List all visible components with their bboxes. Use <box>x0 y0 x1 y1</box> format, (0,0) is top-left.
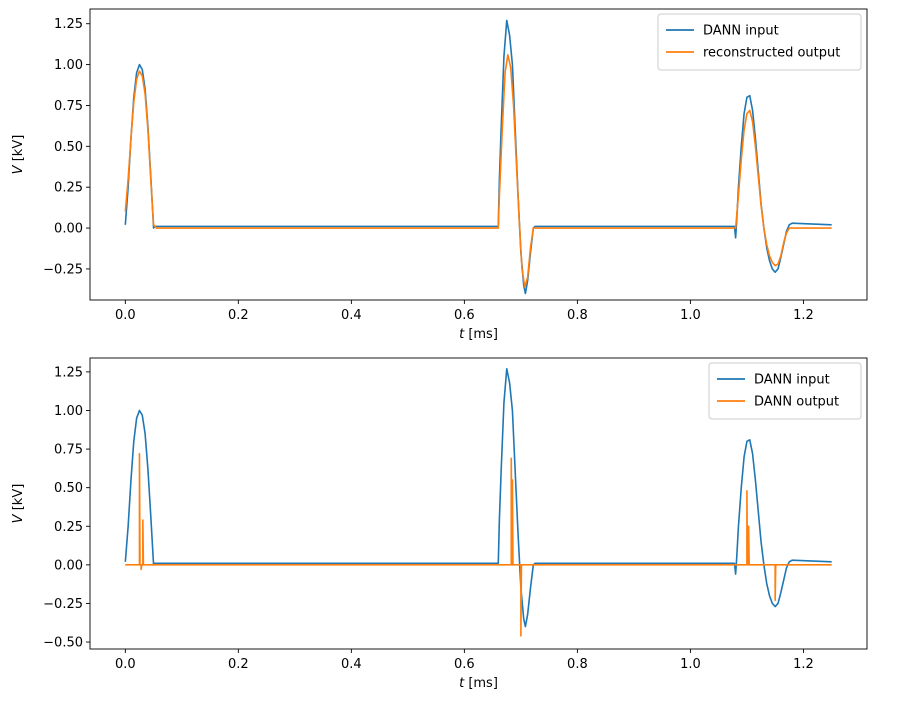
y-tick-label: 1.00 <box>54 58 83 73</box>
y-tick-label: −0.50 <box>43 636 83 651</box>
y-tick-label: 0.50 <box>54 481 83 496</box>
y-tick-label: 0.25 <box>54 520 83 535</box>
y-tick-label: 0.75 <box>54 99 83 114</box>
x-tick-label: 0.2 <box>228 308 249 323</box>
legend-label: reconstructed output <box>703 46 840 61</box>
x-tick-label: 0.8 <box>567 308 588 323</box>
series-line-dann-output <box>125 452 832 637</box>
legend-label: DANN output <box>754 395 839 410</box>
legend: DANN input reconstructed output <box>657 13 862 71</box>
x-tick-label: 0.4 <box>341 657 362 672</box>
x-tick-label: 1.0 <box>680 657 701 672</box>
y-axis-label: V [kV] <box>11 135 26 175</box>
y-tick-label: 1.25 <box>54 17 83 32</box>
x-tick-label: 0.4 <box>341 308 362 323</box>
y-tick-label: 0.25 <box>54 181 83 196</box>
y-tick-label: −0.25 <box>43 262 83 277</box>
y-tick-label: 1.25 <box>54 365 83 380</box>
y-tick-label: 0.50 <box>54 140 83 155</box>
x-tick-label: 1.2 <box>793 657 814 672</box>
y-tick-label: 0.00 <box>54 222 83 237</box>
y-tick-label: −0.25 <box>43 597 83 612</box>
legend-box <box>657 13 862 71</box>
x-tick-label: 0.0 <box>115 657 136 672</box>
x-tick-label: 0.6 <box>454 657 475 672</box>
legend-box <box>708 362 862 420</box>
y-tick-label: 0.75 <box>54 443 83 458</box>
x-tick-label: 0.2 <box>228 657 249 672</box>
x-tick-label: 1.0 <box>680 308 701 323</box>
y-tick-label: 1.00 <box>54 404 83 419</box>
x-tick-label: 0.6 <box>454 308 475 323</box>
y-axis-label: V [kV] <box>11 484 26 524</box>
series-line-dann-input <box>124 368 832 628</box>
chart-1: 0.0 0.2 0.4 0.6 0.8 1.0 1.2 −0.25 0.00 0.25 0.50 0.… <box>11 8 868 342</box>
legend-label: DANN input <box>703 24 779 39</box>
y-tick-label: 0.00 <box>54 558 83 573</box>
x-axis-label: t [ms] <box>459 676 498 691</box>
x-tick-label: 0.0 <box>115 308 136 323</box>
x-axis-label: t [ms] <box>459 327 498 342</box>
series-line-reconstructed-output <box>124 53 832 288</box>
x-tick-label: 1.2 <box>793 308 814 323</box>
axes-frame <box>89 8 868 301</box>
chart-2: 0.0 0.2 0.4 0.6 0.8 1.0 1.2 −0.50 −0.25 0.00 0.25 0… <box>11 357 868 691</box>
x-tick-label: 0.8 <box>567 657 588 672</box>
axes-frame <box>89 357 868 650</box>
legend-label: DANN input <box>754 373 830 388</box>
legend: DANN input DANN output <box>708 362 862 420</box>
